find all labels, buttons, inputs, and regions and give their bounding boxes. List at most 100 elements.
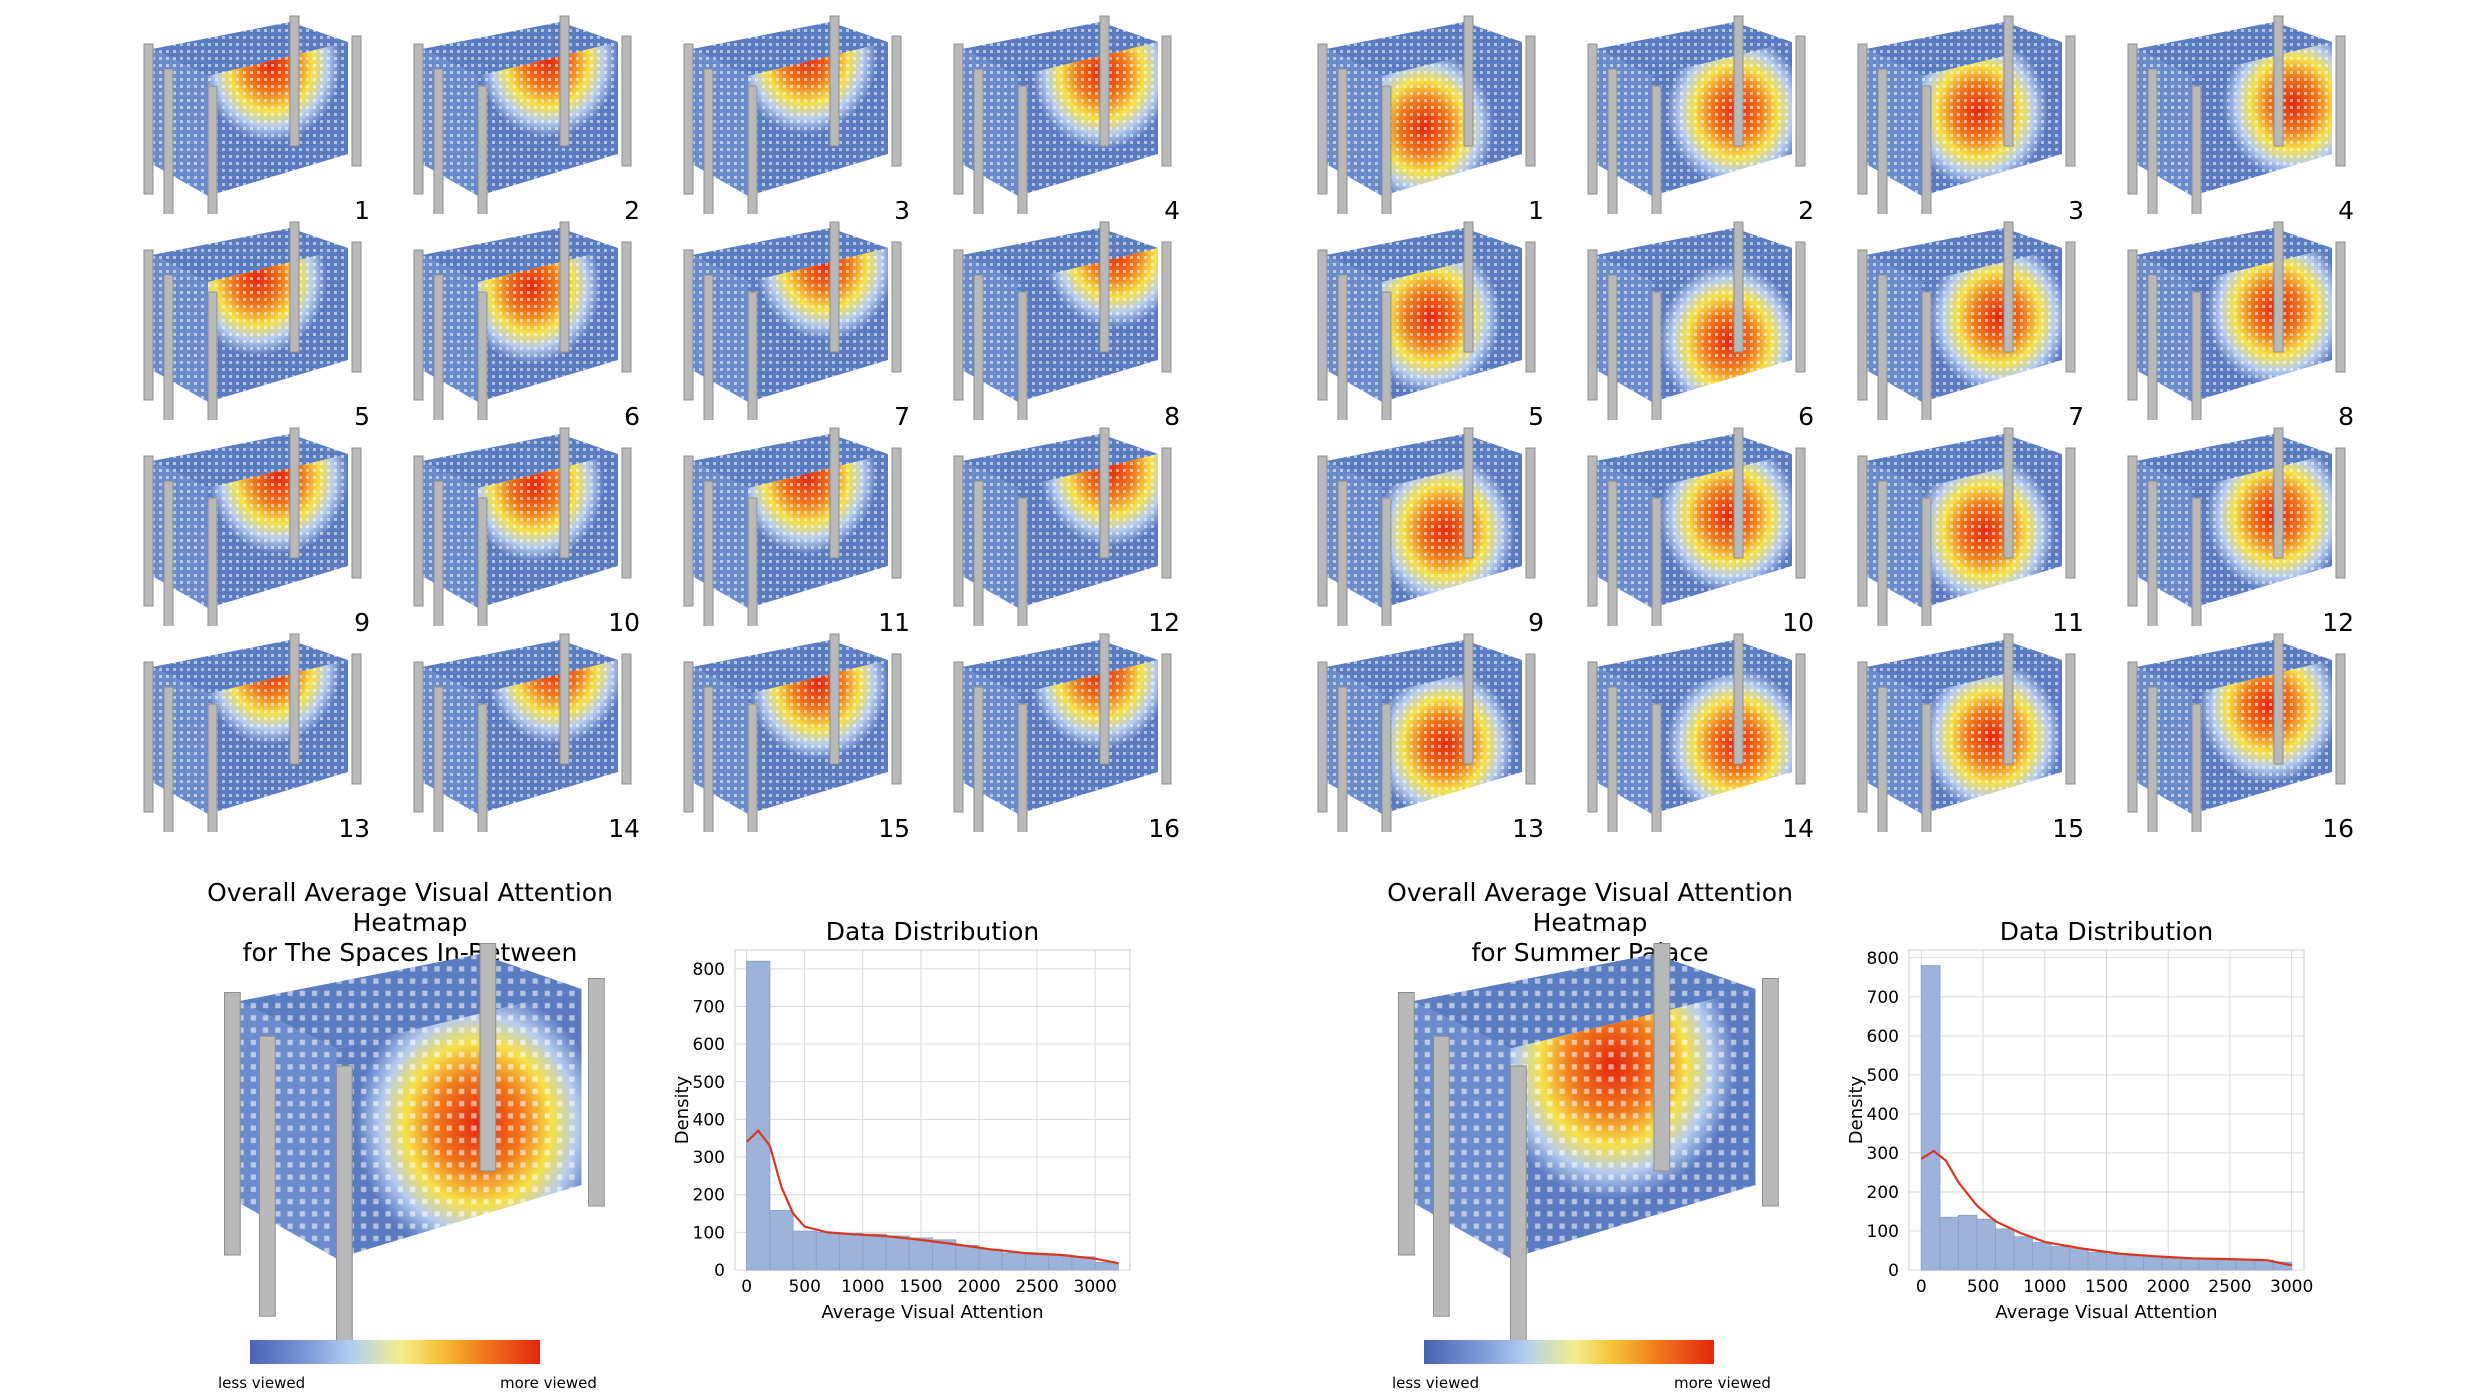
cell-number: 6 (624, 402, 640, 431)
support-column (1017, 703, 1028, 832)
histogram-bar (908, 1237, 934, 1271)
cube-heatmap (1317, 15, 1536, 214)
support-column (351, 653, 362, 785)
histogram-bar (2143, 1256, 2163, 1271)
histogram-bar (746, 960, 771, 1271)
cube-grid-dots (2192, 248, 2332, 402)
support-column (953, 249, 964, 401)
support-column (163, 68, 174, 214)
support-column (433, 480, 444, 626)
support-column (143, 455, 154, 607)
heatmap-cell: 15 (1844, 632, 2104, 843)
cube-grid-dots (1382, 660, 1522, 814)
histogram-bar (2161, 1257, 2182, 1271)
histogram-bar (1094, 1261, 1119, 1271)
support-column (163, 686, 174, 832)
colorbar (250, 1340, 540, 1364)
support-column (829, 15, 840, 147)
support-column (2273, 633, 2284, 765)
support-column (1161, 653, 1172, 785)
support-column (1651, 291, 1662, 420)
y-tick-label: 500 (1867, 1066, 1899, 1086)
support-column (703, 68, 714, 214)
cube-heatmap (143, 427, 362, 626)
support-column (2191, 85, 2202, 214)
cube-heatmap (953, 15, 1172, 214)
cube-heatmap (683, 15, 902, 214)
support-column (1099, 15, 1110, 147)
support-column (1587, 455, 1598, 607)
y-tick-label: 700 (693, 997, 725, 1017)
support-column (559, 427, 570, 559)
support-column (2065, 447, 2076, 579)
cube-grid-dots (478, 42, 618, 196)
support-column (2147, 686, 2158, 832)
support-column (1795, 653, 1806, 785)
support-column (1733, 633, 1744, 765)
x-tick-label: 2500 (2208, 1277, 2251, 1297)
support-column (1463, 633, 1474, 765)
cube-grid-dots (2192, 42, 2332, 196)
histogram-bar (1994, 1228, 2015, 1271)
cell-number: 10 (608, 608, 640, 637)
support-column (163, 480, 174, 626)
cube-grid-dots (478, 454, 618, 608)
support-column (1653, 943, 1671, 1172)
heatmap-cell: 8 (2114, 220, 2374, 431)
histogram-bar (885, 1235, 910, 1271)
support-column (1337, 274, 1348, 420)
support-column (351, 35, 362, 167)
cube-heatmap (1857, 633, 2076, 832)
cell-number: 13 (1512, 814, 1544, 843)
support-column (2191, 291, 2202, 420)
cube-grid-dots (478, 248, 618, 402)
heatmap-cell: 5 (1304, 220, 1564, 431)
support-column (259, 1035, 276, 1317)
y-axis-label: Density (672, 1075, 693, 1144)
heatmap-cell: 3 (1844, 14, 2104, 225)
heatmap-cell: 10 (400, 426, 660, 637)
support-column (1510, 1065, 1527, 1399)
cube-heatmap (1587, 427, 1806, 626)
support-column (1017, 85, 1028, 214)
x-tick-label: 0 (741, 1277, 752, 1297)
support-column (2065, 653, 2076, 785)
support-column (1795, 447, 1806, 579)
support-column (1877, 480, 1888, 626)
support-column (1161, 35, 1172, 167)
cube-grid-dots (1652, 42, 1792, 196)
histogram-bar (839, 1232, 864, 1271)
cube-heatmap (1857, 15, 2076, 214)
support-column (829, 427, 840, 559)
cube-heatmap (1317, 221, 1536, 420)
cell-number: 3 (2068, 196, 2084, 225)
support-column (1017, 291, 1028, 420)
heatmap-cell: 9 (130, 426, 390, 637)
cell-number: 5 (1528, 402, 1544, 431)
heatmap-cell: 8 (940, 220, 1200, 431)
histogram-bar (2087, 1251, 2107, 1271)
cell-number: 12 (1148, 608, 1180, 637)
support-column (1525, 35, 1536, 167)
support-column (336, 1065, 353, 1399)
support-column (1877, 68, 1888, 214)
histogram-bar (2050, 1246, 2070, 1271)
cube-grid-dots (2192, 660, 2332, 814)
heatmap-cell: 7 (670, 220, 930, 431)
histogram-bar (1957, 1214, 1978, 1271)
cube-grid-dots (1922, 660, 2062, 814)
cube-grid-dots (2192, 454, 2332, 608)
cube-heatmap (953, 633, 1172, 832)
cube-grid-dots (208, 454, 348, 608)
y-tick-label: 500 (693, 1073, 725, 1093)
support-column (2065, 35, 2076, 167)
cube-heatmap (1317, 633, 1536, 832)
histogram-bar (792, 1230, 817, 1271)
cell-number: 8 (1164, 402, 1180, 431)
data-distribution-chart: Data Distribution 0 500 1000 1500 2000 2500 300… (1834, 910, 2354, 1395)
support-column (953, 661, 964, 813)
histogram-bar (2124, 1255, 2145, 1271)
heatmap-cell: 14 (400, 632, 660, 843)
support-column (224, 992, 241, 1256)
support-column (351, 241, 362, 373)
